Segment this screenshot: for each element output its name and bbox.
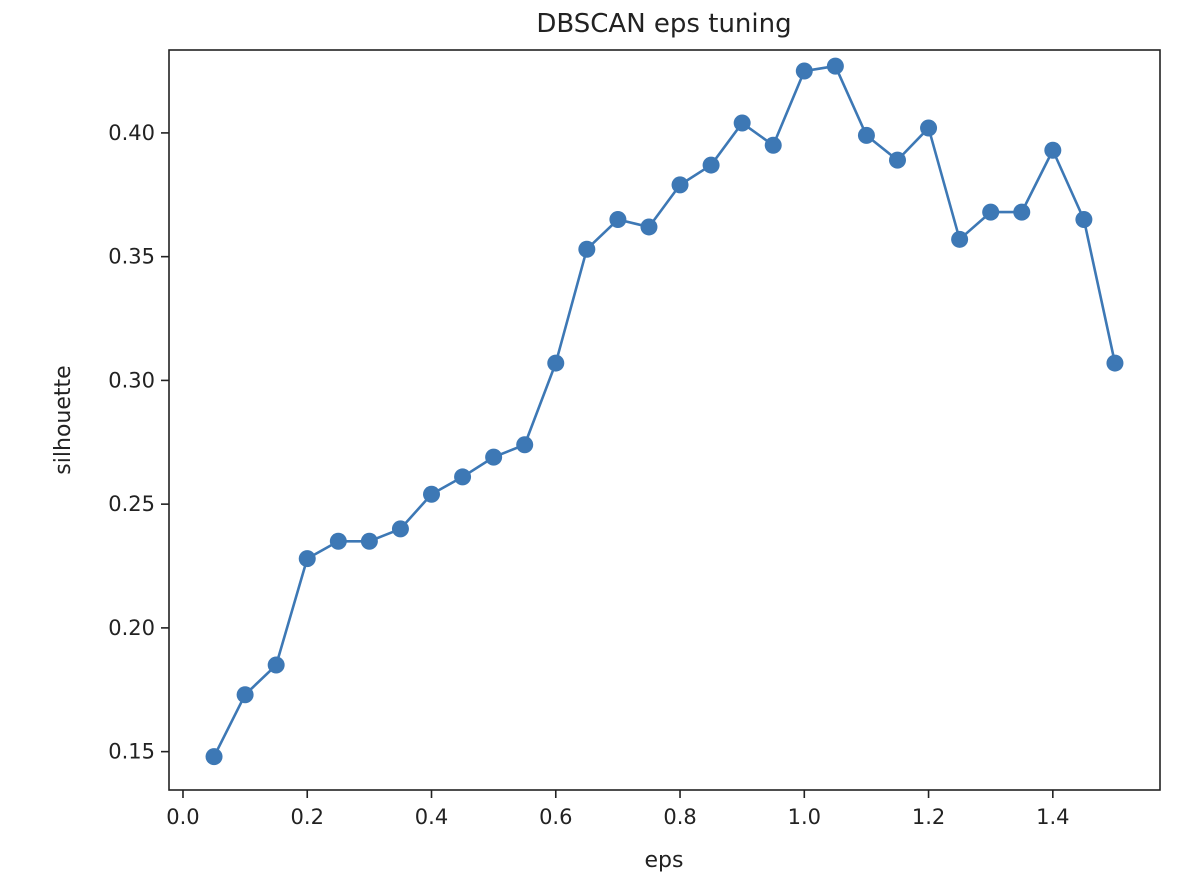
x-tick-label: 0.4: [415, 805, 448, 829]
data-point: [1075, 211, 1093, 229]
data-point: [888, 151, 906, 169]
x-axis-ticks: 0.0 0.2 0.4 0.6 0.8 1.0 1.2 1.4: [166, 790, 1070, 829]
data-point: [360, 532, 378, 550]
x-tick-label: 0.8: [663, 805, 696, 829]
data-point: [298, 550, 316, 568]
data-point: [578, 240, 596, 258]
data-point: [205, 748, 223, 766]
x-tick-label: 1.0: [788, 805, 821, 829]
x-tick-label: 0.0: [166, 805, 199, 829]
data-point: [920, 119, 938, 137]
data-point: [671, 176, 689, 194]
y-tick-label: 0.15: [108, 740, 155, 764]
data-point: [236, 686, 254, 704]
data-point: [951, 230, 969, 248]
y-axis-ticks: 0.15 0.20 0.25 0.30 0.35 0.40: [108, 121, 169, 764]
data-point: [733, 114, 751, 132]
x-tick-label: 1.4: [1036, 805, 1069, 829]
data-point: [1044, 141, 1062, 159]
data-point: [826, 57, 844, 75]
x-tick-label: 0.2: [291, 805, 324, 829]
data-point: [702, 156, 720, 174]
x-axis-label: eps: [645, 848, 684, 873]
series-layer: [205, 57, 1124, 766]
data-point: [547, 354, 565, 372]
data-point: [857, 126, 875, 144]
y-tick-label: 0.25: [108, 492, 155, 516]
y-tick-label: 0.40: [108, 121, 155, 145]
data-point: [391, 520, 409, 538]
data-point: [609, 211, 627, 229]
y-tick-label: 0.35: [108, 245, 155, 269]
y-tick-label: 0.30: [108, 368, 155, 392]
x-tick-label: 1.2: [912, 805, 945, 829]
series-line: [212, 64, 1117, 758]
y-tick-label: 0.20: [108, 616, 155, 640]
chart-title: DBSCAN eps tuning: [536, 9, 791, 39]
data-point: [764, 136, 782, 154]
data-point: [423, 485, 441, 503]
x-tick-label: 0.6: [539, 805, 572, 829]
data-point: [1106, 354, 1124, 372]
plot-area-frame: [168, 49, 1161, 791]
data-point: [1013, 203, 1031, 221]
data-point: [982, 203, 1000, 221]
data-point: [485, 448, 503, 466]
data-point: [454, 468, 472, 486]
data-point: [267, 656, 285, 674]
data-point: [329, 532, 347, 550]
data-point: [795, 62, 813, 80]
y-axis-label: silhouette: [51, 365, 76, 474]
data-point: [640, 218, 658, 236]
data-point: [516, 436, 534, 454]
